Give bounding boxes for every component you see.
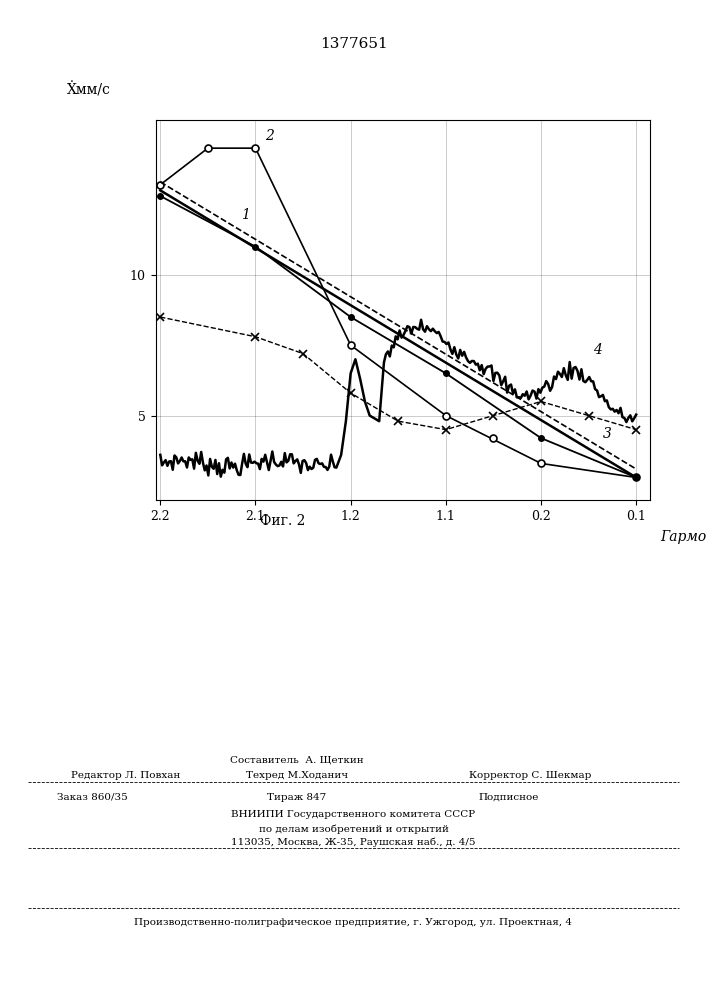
Text: Редактор Л. Повхан: Редактор Л. Повхан — [71, 771, 180, 780]
Text: 113035, Москва, Ж-35, Раушская наб., д. 4/5: 113035, Москва, Ж-35, Раушская наб., д. … — [231, 838, 476, 847]
Text: по делам изобретений и открытий: по делам изобретений и открытий — [259, 824, 448, 834]
Text: Фиг. 2: Фиг. 2 — [260, 514, 305, 528]
Text: 1: 1 — [241, 208, 250, 222]
Text: Тираж 847: Тираж 847 — [267, 793, 327, 802]
Text: 3: 3 — [603, 427, 612, 441]
Text: 4: 4 — [593, 343, 602, 357]
Text: 2: 2 — [265, 129, 274, 143]
Text: Корректор С. Шекмар: Корректор С. Шекмар — [469, 771, 592, 780]
Text: Гармон: Гармон — [660, 530, 707, 544]
Text: Производственно-полиграфическое предприятие, г. Ужгород, ул. Проектная, 4: Производственно-полиграфическое предприя… — [134, 918, 573, 927]
Text: Составитель  А. Щеткин: Составитель А. Щеткин — [230, 755, 364, 764]
Text: Ẋмм/с: Ẋмм/с — [66, 82, 110, 97]
Text: Подписное: Подписное — [479, 793, 539, 802]
Text: ВНИИПИ Государственного комитета СССР: ВНИИПИ Государственного комитета СССР — [231, 810, 476, 819]
Text: Техред М.Ходанич: Техред М.Ходанич — [246, 771, 348, 780]
Text: 1377651: 1377651 — [320, 37, 387, 51]
Text: Заказ 860/35: Заказ 860/35 — [57, 793, 127, 802]
